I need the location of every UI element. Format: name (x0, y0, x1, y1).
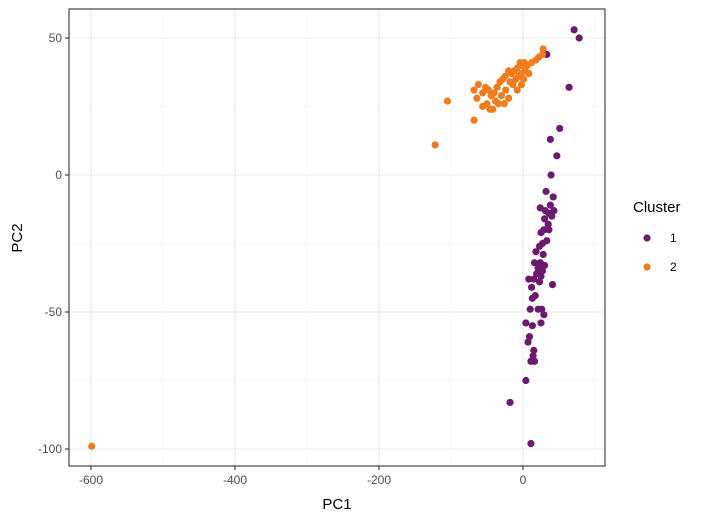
data-point (541, 215, 549, 223)
x-axis-title: PC1 (322, 496, 351, 513)
data-point (543, 237, 551, 245)
legend: Cluster 12 (633, 199, 681, 274)
data-point (546, 201, 554, 209)
data-point (538, 305, 546, 313)
data-point (88, 442, 96, 450)
data-point (529, 352, 537, 360)
x-tick-label: -400 (223, 473, 247, 487)
data-point (532, 248, 540, 256)
data-point (525, 333, 534, 341)
data-point (535, 278, 544, 286)
data-point (496, 78, 504, 86)
data-point (527, 439, 535, 448)
panel-border (68, 8, 606, 467)
series-cluster-1 (506, 26, 583, 448)
data-point (479, 89, 487, 97)
data-point (528, 294, 536, 302)
legend-entry-1: 1 (643, 231, 677, 245)
data-point (539, 250, 547, 259)
legend-label: 2 (670, 260, 677, 274)
data-point (538, 267, 547, 275)
x-tick-label: -200 (367, 473, 391, 487)
data-point (513, 86, 521, 94)
data-point (502, 86, 510, 94)
data-point (479, 102, 487, 111)
data-point (539, 45, 547, 53)
data-point (545, 226, 553, 234)
y-tick-label: 50 (49, 31, 63, 45)
data-point (443, 97, 451, 105)
data-point (556, 124, 564, 133)
legend-entry-2: 2 (643, 260, 677, 274)
x-axis: -600 -400 -200 0 (79, 466, 527, 487)
y-tick-label: -50 (45, 305, 63, 319)
data-point (549, 193, 557, 201)
data-point (553, 152, 561, 160)
y-tick-label: 0 (55, 168, 62, 182)
data-point (548, 212, 556, 220)
data-point (535, 242, 544, 250)
data-point (431, 141, 439, 149)
data-point (522, 319, 530, 327)
data-point (544, 220, 552, 228)
data-point (512, 75, 520, 83)
x-tick-label: 0 (520, 473, 527, 487)
data-point (506, 398, 514, 407)
data-point (470, 116, 478, 124)
data-point (575, 34, 583, 42)
x-tick-label: -600 (79, 473, 103, 487)
data-point (493, 83, 501, 91)
data-point (524, 338, 532, 346)
data-point (509, 80, 517, 89)
data-point (530, 275, 538, 283)
data-point (473, 94, 481, 102)
data-point (530, 259, 539, 267)
data-point (525, 70, 533, 78)
data-point (522, 376, 530, 385)
data-point (494, 100, 503, 108)
data-point (523, 61, 531, 69)
data-point (550, 207, 558, 215)
data-point (497, 91, 505, 100)
data-point (547, 171, 555, 179)
data-point (541, 261, 549, 270)
y-axis-title: PC2 (9, 223, 26, 252)
series-cluster-2 (88, 45, 547, 450)
data-point (530, 346, 538, 354)
data-point (520, 75, 528, 83)
data-point (527, 357, 535, 365)
data-point (526, 305, 534, 313)
data-point (489, 105, 497, 113)
data-point (537, 228, 545, 237)
data-point (570, 26, 578, 34)
data-point (565, 83, 573, 91)
legend-label: 1 (670, 231, 677, 245)
legend-key-icon (643, 234, 651, 242)
data-point (525, 275, 533, 283)
data-point (548, 281, 557, 289)
legend-key-icon (643, 263, 651, 271)
data-point (537, 272, 545, 280)
data-point (481, 83, 490, 91)
data-point (487, 91, 495, 100)
data-point (540, 311, 548, 319)
legend-entries: 12 (643, 231, 677, 274)
data-point (528, 322, 536, 330)
data-point (500, 100, 508, 108)
data-point (474, 80, 482, 89)
data-point (528, 283, 536, 291)
data-point (505, 94, 513, 102)
y-tick-label: -100 (38, 442, 62, 456)
data-point (507, 70, 516, 78)
data-point (546, 135, 554, 143)
data-point (470, 86, 478, 94)
data-point (537, 319, 545, 327)
data-point (517, 80, 526, 89)
y-axis: -100 -50 0 50 (38, 31, 69, 456)
legend-title: Cluster (633, 199, 681, 216)
plot-panel (68, 8, 606, 467)
data-point (542, 187, 550, 196)
